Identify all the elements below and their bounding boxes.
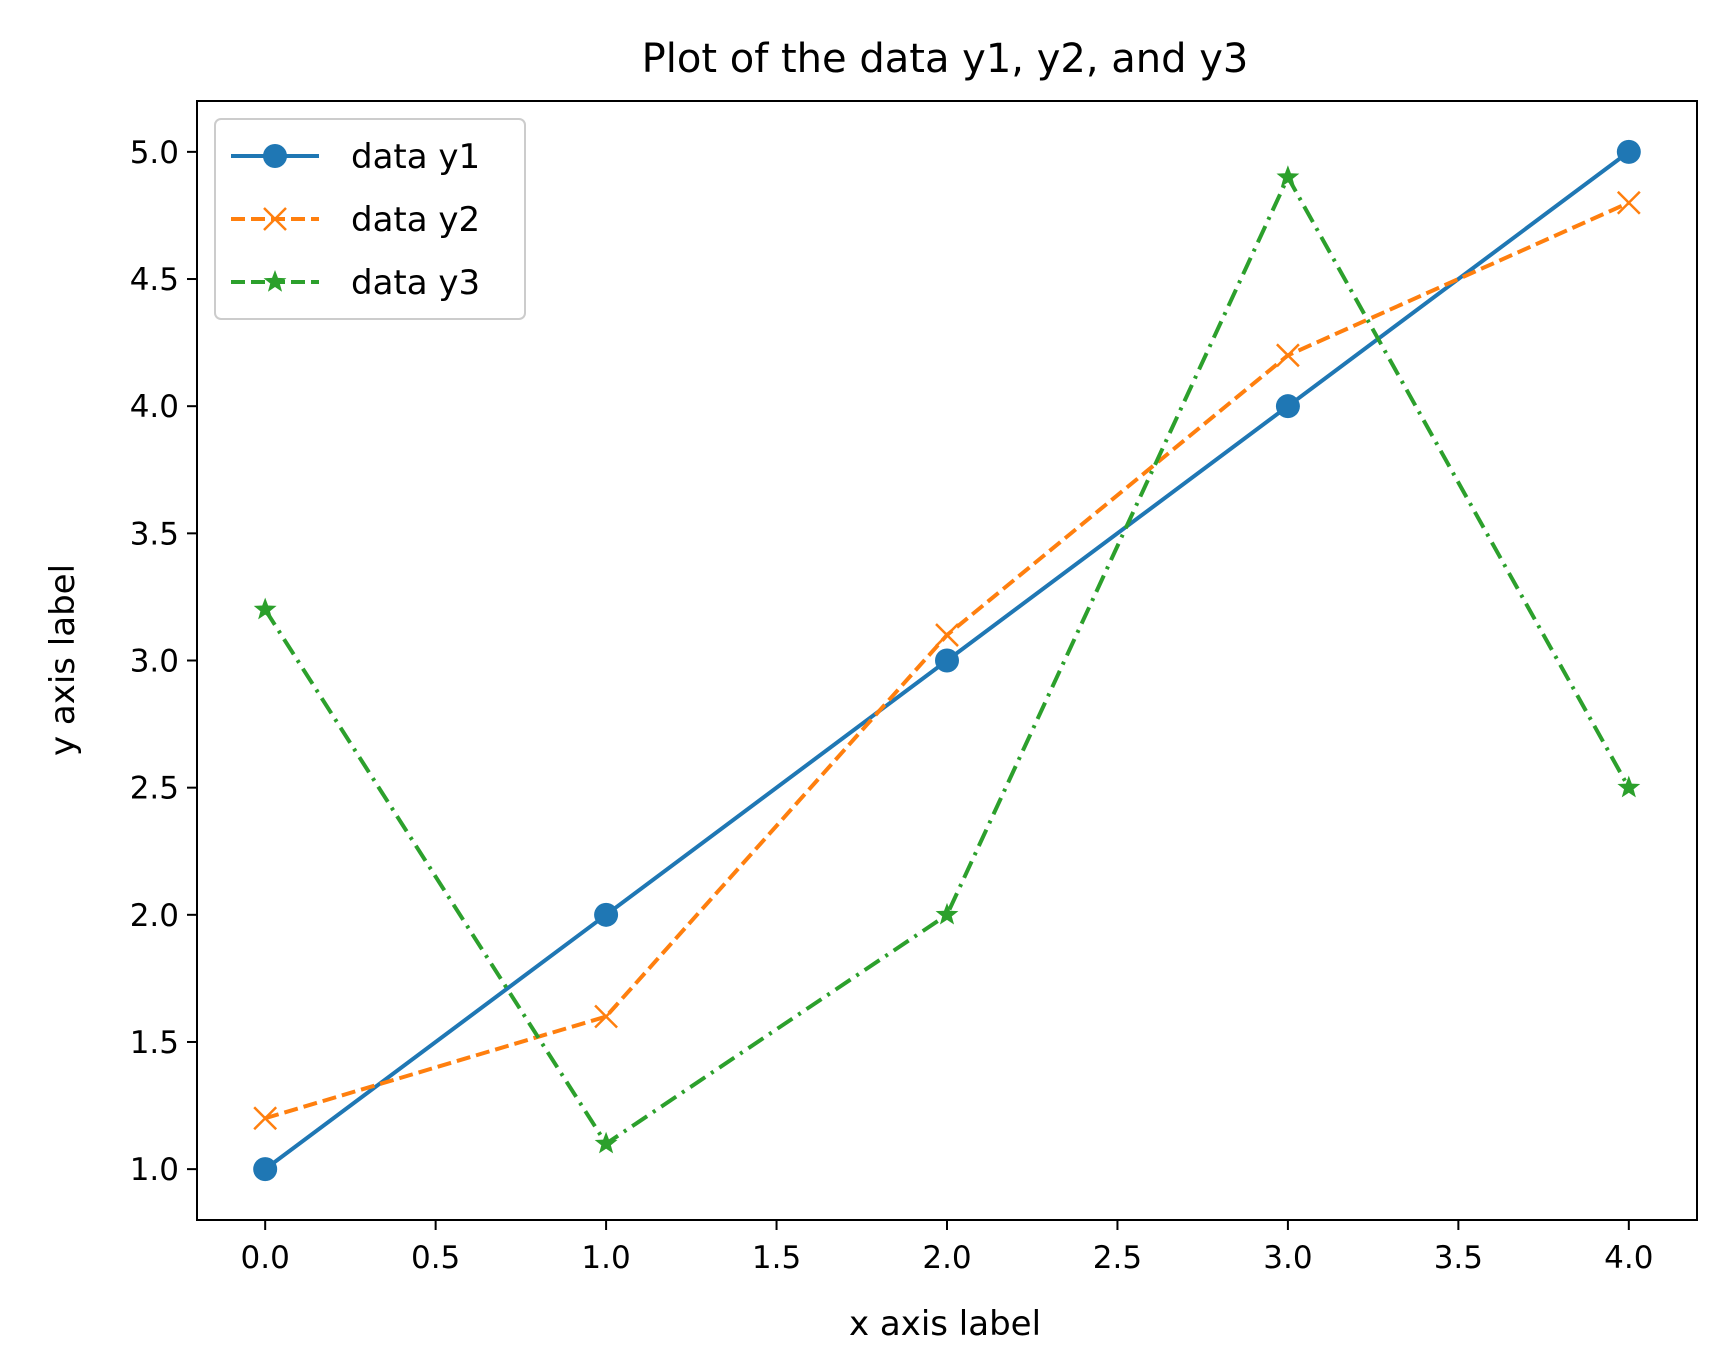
data-point-data-y1	[935, 648, 959, 673]
series-line-data-y3	[263, 175, 1631, 1146]
data-point-data-y1	[1616, 139, 1641, 164]
y-tick-label: 5.0	[130, 135, 179, 171]
data-point-data-y3	[1617, 775, 1641, 798]
y-tick-label: 2.5	[130, 771, 179, 807]
y-tick-label: 4.0	[130, 389, 179, 425]
data-point-data-y3	[1276, 165, 1300, 187]
data-point-data-y2	[1616, 190, 1641, 215]
x-tick-label: 0.5	[411, 1240, 460, 1276]
data-point-data-y2	[594, 1004, 618, 1029]
legend-marker-data-y2	[263, 207, 287, 231]
x-tick-label: 2.0	[922, 1240, 971, 1276]
x-tick-label: 3.5	[1434, 1240, 1483, 1276]
legend-label-data-y3: data y3	[351, 263, 480, 303]
data-point-data-y2	[253, 1106, 278, 1131]
legend-label-data-y2: data y2	[351, 200, 480, 240]
data-point-data-y3	[935, 902, 959, 925]
y-tick-label: 3.0	[130, 644, 179, 680]
x-tick-label: 4.0	[1604, 1240, 1653, 1276]
series-markers	[253, 139, 1641, 1182]
x-tick-label: 0.0	[241, 1240, 290, 1276]
data-point-data-y3	[594, 1131, 618, 1154]
x-tick-label: 1.0	[581, 1240, 630, 1276]
data-point-data-y2	[935, 623, 959, 647]
legend-box	[214, 118, 526, 320]
legend-marker-data-y1	[263, 144, 287, 168]
y-tick-label: 2.0	[130, 898, 179, 934]
legend: data y1 data y2 data y3	[214, 118, 526, 320]
y-tick-label: 3.5	[130, 516, 179, 552]
x-axis-label: x axis label	[849, 1304, 1041, 1344]
legend-label-data-y1: data y1	[351, 137, 480, 177]
data-point-data-y1	[1275, 394, 1300, 419]
x-tick-label: 3.0	[1263, 1240, 1312, 1276]
x-tick-label: 1.5	[752, 1240, 801, 1276]
y-tick-label: 4.5	[130, 262, 179, 298]
y-tick-label: 1.0	[130, 1152, 179, 1188]
data-point-data-y2	[1276, 343, 1300, 368]
plot-frame	[196, 100, 1698, 1221]
data-point-data-y3	[253, 597, 277, 620]
y-tick-label: 1.5	[130, 1025, 179, 1061]
data-point-data-y1	[253, 1157, 278, 1182]
axis-ticks: 0.0 0.5 1.0 1.5 2.0 2.5 3.0 3.5 4.0 1.0 1.5 2.0 2.5 3…	[130, 135, 1654, 1276]
legend-marker-data-y3	[263, 270, 287, 292]
x-tick-label: 2.5	[1093, 1240, 1142, 1276]
y-axis-label: y axis label	[43, 564, 83, 756]
chart-title: Plot of the data y1, y2, and y3	[642, 36, 1249, 82]
data-point-data-y1	[594, 902, 619, 927]
